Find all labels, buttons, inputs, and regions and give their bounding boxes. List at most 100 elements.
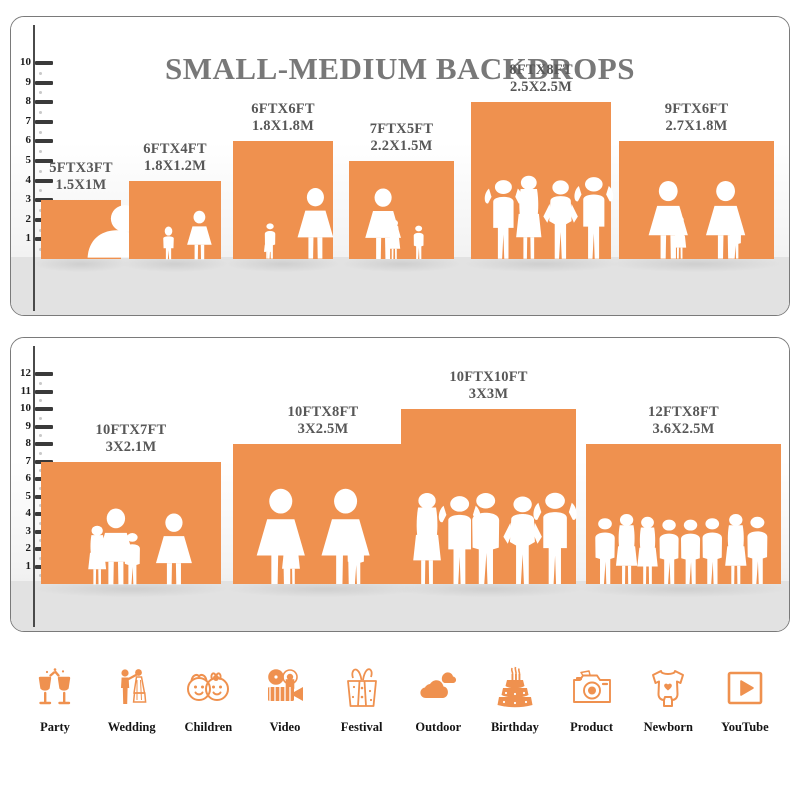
y-axis-tick	[35, 442, 53, 446]
y-axis-tick-label: 1	[25, 232, 32, 245]
page-title: SMALL-MEDIUM BACKDROPS	[165, 51, 635, 86]
use-case-label: Festival	[340, 720, 383, 734]
y-axis-tick-label: 3	[25, 524, 32, 537]
bar-12ftx8ft-label: 12FTX8FT 3.6X2.5M	[648, 404, 719, 437]
y-axis-minor-mark	[39, 399, 42, 403]
y-axis-line-chart2	[33, 346, 35, 627]
y-axis-minor-mark	[39, 521, 42, 525]
y-axis-minor-mark	[39, 71, 42, 75]
gift-box-icon	[341, 658, 383, 718]
bar-10ftx10ft[interactable]	[401, 409, 577, 584]
y-axis-tick-label: 7	[25, 114, 32, 127]
use-case-label: Party	[40, 720, 70, 734]
y-axis-minor-mark	[39, 209, 42, 212]
use-case-label: YouTube	[721, 720, 769, 734]
y-axis-tick	[35, 178, 53, 183]
y-axis-tick-label: 9	[25, 75, 32, 88]
bar-5ftx3ft[interactable]	[41, 200, 150, 259]
use-case-label: Newborn	[643, 720, 693, 734]
y-axis-minor-mark	[39, 416, 42, 420]
use-case-video[interactable]: Video	[248, 658, 322, 735]
y-axis-tick	[35, 61, 53, 65]
use-case-label: Outdoor	[415, 720, 462, 734]
bar-10ftx8ft[interactable]	[233, 444, 413, 584]
people-silhouettes	[233, 141, 334, 259]
cloud-icon	[416, 658, 460, 718]
y-axis-tick	[35, 407, 53, 411]
y-axis-tick-label: 11	[20, 384, 31, 397]
bar-12ftx8ft[interactable]	[586, 444, 781, 584]
chart-panel-small-medium: SMALL-MEDIUM BACKDROPS 10 9 8 7 6 5 4 3 2 1 5FTX3…	[10, 16, 790, 316]
people-silhouettes	[471, 102, 614, 259]
y-axis-minor-mark	[39, 111, 42, 114]
y-axis-tick-label: 10	[20, 402, 31, 414]
use-case-label: Product	[570, 720, 613, 734]
bar-7ftx5ft[interactable]	[349, 161, 454, 259]
y-axis-minor-mark	[39, 91, 42, 95]
use-case-product[interactable]: Product	[555, 658, 629, 735]
y-axis-minor-mark	[39, 574, 42, 578]
y-axis-tick-label: 2	[25, 212, 32, 225]
y-axis-minor-mark	[39, 539, 42, 543]
y-axis-tick-label: 6	[25, 472, 32, 484]
camera-icon	[569, 658, 615, 718]
people-silhouettes	[401, 409, 577, 584]
bar-8ftx8ft-label: 8FTX8FT 2.5X2.5M	[509, 62, 573, 96]
bar-6ftx6ft[interactable]	[233, 141, 334, 259]
birthday-cake-icon	[493, 658, 537, 718]
movie-camera-icon	[262, 658, 308, 718]
y-axis-tick-label: 4	[25, 173, 32, 186]
y-axis-minor-mark	[39, 486, 42, 490]
use-case-children[interactable]: Children	[171, 658, 245, 735]
bar-6ftx4ft-label: 6FTX4FT 1.8X1.2M	[143, 140, 207, 174]
use-case-newborn[interactable]: Newborn	[631, 658, 705, 735]
y-axis-tick	[35, 100, 53, 105]
y-axis-tick-label: 8	[25, 95, 32, 108]
y-axis-minor-mark	[39, 228, 42, 232]
y-axis-tick-label: 6	[25, 134, 32, 147]
y-axis-tick-label: 9	[25, 419, 32, 432]
bar-8ftx8ft[interactable]	[471, 102, 614, 259]
use-case-label: Children	[184, 720, 233, 734]
bar-6ftx4ft[interactable]	[129, 180, 221, 259]
use-case-party[interactable]: Party	[18, 658, 92, 735]
y-axis-tick-label: 4	[25, 507, 32, 519]
y-axis-tick	[35, 139, 53, 144]
y-axis-tick	[35, 424, 53, 429]
y-axis-tick-label: 8	[25, 437, 32, 449]
baby-onesie-icon	[647, 658, 689, 718]
use-case-youtube[interactable]: YouTube	[708, 658, 782, 735]
y-axis-tick-label: 10	[20, 56, 31, 68]
champagne-glasses-icon	[33, 658, 77, 718]
y-axis-minor-mark	[39, 451, 42, 455]
bar-9ftx6ft-label: 9FTX6FT 2.7X1.8M	[664, 101, 729, 135]
y-axis-minor-mark	[39, 248, 42, 252]
use-case-outdoor[interactable]: Outdoor	[401, 658, 475, 735]
y-axis-minor-mark	[39, 504, 42, 508]
use-case-label: Birthday	[490, 720, 539, 734]
use-case-label: Video	[269, 720, 301, 734]
y-axis-minor-mark	[39, 130, 42, 134]
people-silhouettes	[41, 200, 150, 259]
floor-strip	[11, 257, 789, 315]
y-axis-tick	[35, 119, 53, 124]
use-case-wedding[interactable]: Wedding	[95, 658, 169, 735]
y-axis-tick-label: 1	[25, 559, 32, 572]
y-axis-tick	[35, 389, 53, 394]
y-axis-minor-mark	[39, 434, 42, 438]
y-axis-tick-label: 7	[25, 454, 32, 467]
y-axis-minor-mark	[39, 556, 42, 560]
bar-9ftx6ft[interactable]	[619, 141, 774, 259]
bar-5ftx3ft-label: 5FTX3FT 1.5X1M	[49, 160, 113, 194]
y-axis-minor-mark	[39, 150, 42, 154]
bar-6ftx6ft-label: 6FTX6FT 1.8X1.8M	[251, 101, 315, 135]
use-case-birthday[interactable]: Birthday	[478, 658, 552, 735]
bar-10ftx7ft[interactable]	[41, 461, 221, 584]
y-axis-tick	[35, 80, 53, 85]
use-case-festival[interactable]: Festival	[325, 658, 399, 735]
y-axis-tick-label: 3	[25, 193, 32, 206]
y-axis-minor-mark	[39, 189, 42, 193]
bar-10ftx8ft-label: 10FTX8FT 3X2.5M	[287, 404, 359, 437]
use-case-label: Wedding	[107, 720, 156, 734]
